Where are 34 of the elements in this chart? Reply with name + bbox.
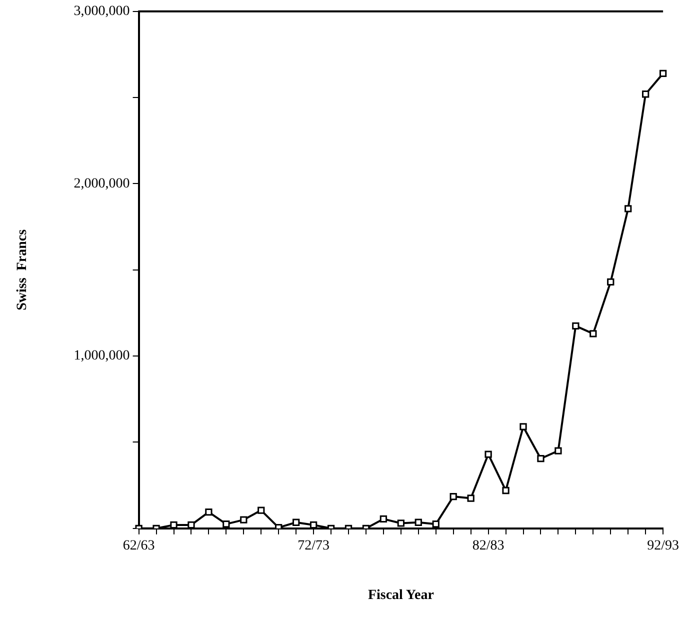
point [188, 521, 195, 528]
point [450, 492, 457, 500]
point [258, 506, 265, 514]
point [222, 520, 230, 528]
point [292, 518, 300, 526]
point [590, 330, 597, 338]
point [607, 278, 614, 286]
point [467, 494, 474, 502]
point [624, 205, 632, 212]
x-tick-label: 72/73 [298, 538, 330, 554]
point [170, 521, 178, 528]
point [554, 447, 562, 454]
y-tick-label: 3,000,000 [74, 4, 130, 20]
point [432, 520, 440, 528]
y-tick-label: 1,000,000 [74, 348, 130, 364]
point [659, 70, 667, 78]
point [240, 516, 248, 524]
point [380, 515, 388, 522]
point [397, 520, 405, 527]
point [537, 455, 544, 462]
x-tick-label: 92/93 [647, 538, 679, 554]
point [205, 508, 212, 516]
point [502, 486, 510, 494]
x-tick-label: 82/83 [472, 538, 504, 554]
point [642, 90, 650, 98]
x-tick-label: 62/63 [122, 538, 155, 554]
y-axis-title: Swiss Francs [15, 228, 30, 310]
point [414, 518, 422, 526]
point [572, 322, 580, 330]
point [310, 521, 318, 528]
point [520, 423, 527, 430]
x-axis-title: Fiscal Year [368, 588, 434, 604]
point [484, 450, 492, 458]
y-tick-label: 2,000,000 [74, 176, 130, 192]
